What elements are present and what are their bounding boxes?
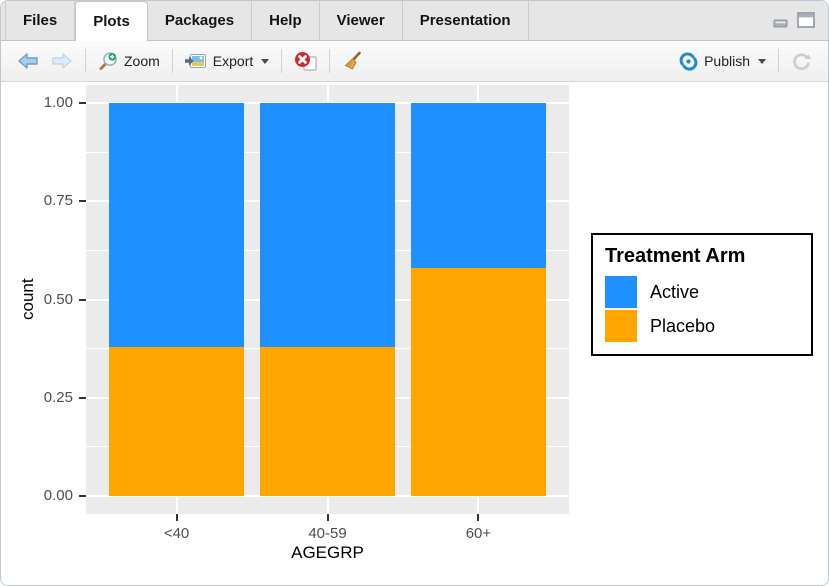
legend-swatch-placebo: [605, 310, 637, 342]
x-tick-mark: [477, 514, 480, 521]
back-arrow-icon: [18, 53, 38, 69]
legend-swatch-active: [605, 276, 637, 308]
plots-toolbar: Zoom Export: [1, 41, 828, 82]
zoom-plot-button[interactable]: Zoom: [92, 48, 166, 74]
forward-plot-button[interactable]: [45, 49, 79, 73]
toolbar-separator: [171, 49, 173, 73]
legend: Treatment Arm Active Placebo: [591, 233, 813, 356]
toolbar-separator: [281, 49, 283, 73]
x-tick-label: <40: [163, 525, 190, 542]
legend-label-active: Active: [650, 281, 700, 302]
legend-label-placebo: Placebo: [650, 315, 716, 336]
y-tick-label: 0.00: [43, 487, 73, 504]
tab-viewer-label: Viewer: [336, 12, 385, 29]
gridline-major: [86, 102, 569, 104]
x-axis-title: AGEGRP: [291, 543, 364, 562]
publish-icon: [679, 51, 698, 71]
x-tick-label: 40-59: [308, 525, 347, 542]
pane-tabbar: Files Plots Packages Help Viewer Present…: [1, 1, 828, 41]
bar-segment-placebo: [410, 268, 547, 496]
y-tick-mark: [79, 298, 86, 301]
plot-panel: [86, 85, 569, 514]
y-tick-mark: [79, 495, 86, 497]
x-tick-mark: [326, 514, 329, 521]
legend-title: Treatment Arm: [605, 245, 746, 267]
y-tick-label: 0.50: [43, 290, 73, 308]
gridline-major: [86, 495, 569, 497]
maximize-pane-button[interactable]: [797, 12, 816, 29]
refresh-icon: [793, 53, 812, 70]
legend-entry-placebo: Placebo: [605, 310, 799, 342]
tab-files-label: Files: [23, 12, 58, 29]
tab-help-label: Help: [269, 12, 302, 29]
x-tick-mark: [175, 514, 178, 521]
tab-plots[interactable]: Plots: [75, 1, 148, 41]
tab-files[interactable]: Files: [5, 1, 76, 40]
publish-button-label: Publish: [704, 53, 750, 69]
y-tick-mark: [79, 396, 86, 399]
bar-segment-placebo: [108, 346, 245, 496]
plot-region[interactable]: count AGEGRP Treatment Arm Active Placeb…: [1, 82, 828, 585]
export-dropdown-caret-icon[interactable]: [261, 58, 270, 64]
y-tick-mark: [79, 200, 86, 203]
tab-presentation[interactable]: Presentation: [403, 1, 529, 40]
tab-packages-label: Packages: [164, 12, 235, 29]
zoom-magnifier-icon: [99, 52, 117, 70]
window-controls: [773, 1, 828, 40]
tab-packages[interactable]: Packages: [148, 1, 253, 40]
zoom-button-label: Zoom: [124, 53, 160, 69]
toolbar-separator: [778, 49, 779, 73]
publish-button[interactable]: Publish: [673, 49, 772, 74]
export-plot-button[interactable]: Export: [179, 50, 275, 72]
tab-presentation-label: Presentation: [419, 12, 511, 29]
bar-segment-active: [259, 103, 396, 347]
publish-dropdown-caret-icon[interactable]: [758, 58, 766, 64]
clear-all-plots-button[interactable]: [336, 48, 369, 75]
bar-segment-active: [410, 103, 547, 269]
x-tick-label: 60+: [465, 525, 492, 542]
y-tick-label: 0.25: [43, 388, 73, 406]
back-plot-button[interactable]: [11, 49, 45, 73]
y-tick-label: 0.75: [43, 192, 73, 210]
legend-entry-active: Active: [605, 276, 799, 308]
bar-segment-placebo: [259, 346, 396, 496]
y-tick-label: 1.00: [43, 94, 73, 111]
minimize-pane-button[interactable]: [773, 13, 789, 29]
y-tick-mark: [79, 102, 86, 104]
tab-plots-label: Plots: [93, 13, 130, 30]
remove-plot-button[interactable]: [288, 48, 323, 75]
toolbar-separator: [85, 49, 86, 73]
clear-plots-broom-icon: [344, 51, 362, 70]
minimize-icon: [773, 19, 788, 27]
remove-plot-icon: [295, 51, 317, 71]
export-image-icon: [184, 54, 206, 68]
toolbar-separator: [329, 49, 331, 73]
bar-segment-active: [108, 103, 245, 347]
tab-help[interactable]: Help: [252, 1, 320, 40]
tab-viewer[interactable]: Viewer: [320, 1, 403, 40]
forward-arrow-icon: [52, 53, 72, 69]
refresh-plot-button[interactable]: [785, 48, 818, 75]
export-button-label: Export: [212, 53, 254, 69]
maximize-icon: [797, 12, 815, 28]
